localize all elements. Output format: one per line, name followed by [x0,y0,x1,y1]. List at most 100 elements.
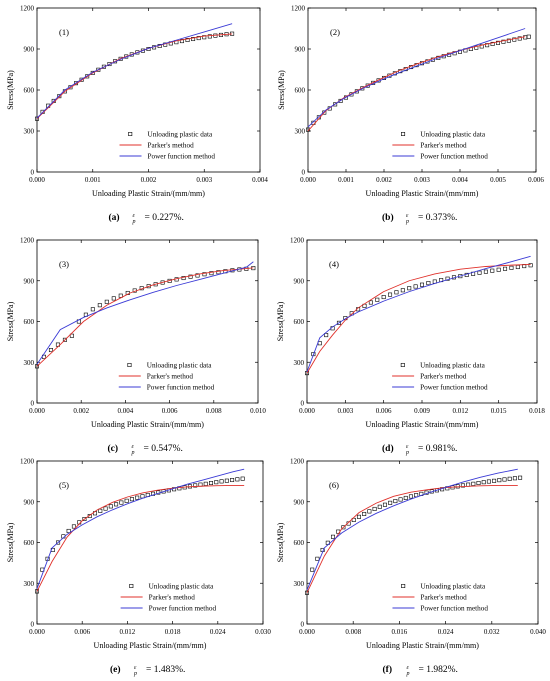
x-tick-label: 0.000 [29,176,45,184]
data-point [490,41,495,46]
data-point [216,270,221,275]
data-point [400,288,405,293]
y-tick-label: 300 [24,580,35,588]
legend-entry: Power function method [420,384,488,392]
data-point [333,102,338,107]
y-tick-label: 1200 [20,237,35,245]
data-point [526,34,531,39]
x-tick-label: 0.018 [529,407,545,415]
y-axis-label: Stress(MPa) [6,301,15,341]
y-tick-label: 300 [294,359,305,367]
data-point [512,37,517,42]
y-tick-label: 1200 [20,458,35,466]
y-tick-label: 300 [294,580,305,588]
y-tick-label: 900 [294,277,305,285]
caption-letter: (c) [108,443,119,454]
data-point [230,478,235,483]
x-tick-label: 0.006 [162,407,178,415]
data-point [71,524,76,529]
x-tick-label: 0.009 [414,407,430,415]
data-point [413,284,418,289]
data-point [203,481,208,486]
data-point [48,348,53,353]
caption-symbol: ε [133,213,136,219]
x-tick-label: 0.006 [528,176,544,184]
x-tick-label: 0.004 [118,407,134,415]
y-tick-label: 0 [301,400,305,408]
series-line [36,267,254,367]
data-point [119,500,124,505]
data-point [224,478,229,483]
series-line [36,33,233,120]
legend-entry: Parker's method [147,373,194,381]
caption-symbol: ε [406,213,409,219]
caption-symbol-sub: p [133,671,137,677]
data-point [214,480,219,485]
data-point [209,271,214,276]
caption-value: = 0.981%. [418,444,457,454]
x-tick-label: 0.001 [85,176,101,184]
y-tick-label: 600 [24,87,35,95]
panel-number-label: (1) [59,27,69,37]
data-point [310,567,315,572]
data-point [66,528,71,533]
x-tick-label: 0.002 [376,176,392,184]
y-tick-label: 0 [302,169,306,177]
y-tick-label: 0 [301,621,305,629]
data-point [108,504,113,509]
data-point [483,269,488,274]
series-parker-s-method [306,264,531,374]
legend-swatch-marker [400,362,405,367]
series-unloading-plastic-data [305,34,531,132]
series-line [306,255,531,372]
legend-swatch-marker [127,362,132,367]
data-point [388,500,393,505]
series-unloading-plastic-data [34,31,235,121]
caption-value: = 1.982%. [419,665,458,675]
legend-entry: Power function method [148,153,216,161]
data-point [528,263,533,268]
y-tick-label: 600 [24,318,35,326]
data-point [202,272,207,277]
chart-panel-4: 0.000 0.003 0.006 0.009 0.012 0.015 0.018 0 300 6… [276,237,545,457]
data-point [336,320,341,325]
data-point [403,495,408,500]
y-tick-label: 900 [24,277,35,285]
data-point [69,333,74,338]
data-point [479,44,484,49]
caption-value: = 0.227%. [145,213,184,223]
data-point [460,483,465,488]
caption-value: = 0.373%. [418,213,457,223]
data-point [515,265,520,270]
data-point [381,295,386,300]
data-point [202,35,207,40]
data-point [481,480,486,485]
x-tick-label: 0.004 [252,176,268,184]
x-tick-label: 0.000 [299,628,315,636]
data-point [193,483,198,488]
caption-symbol: ε [134,665,137,671]
data-point [96,67,101,72]
y-tick-label: 600 [295,87,306,95]
x-tick-label: 0.002 [73,407,89,415]
data-point [324,333,329,338]
y-tick-label: 600 [294,318,305,326]
data-point [466,482,471,487]
legend-entry: Parker's method [420,594,467,602]
data-point [471,481,476,486]
caption-symbol: ε [132,444,135,450]
chart-panel-2: 0.000 0.001 0.002 0.003 0.004 0.005 0.006 0 300 6… [277,5,544,226]
y-tick-label: 600 [24,539,35,547]
data-point [103,506,108,511]
legend-entry: Power function method [420,153,488,161]
data-point [382,502,387,507]
data-point [375,297,380,302]
data-point [240,476,245,481]
data-point [419,282,424,287]
caption-symbol: ε [407,665,410,671]
data-point [398,497,403,502]
series-line [306,468,518,591]
data-point [445,276,450,281]
data-point [408,494,413,499]
